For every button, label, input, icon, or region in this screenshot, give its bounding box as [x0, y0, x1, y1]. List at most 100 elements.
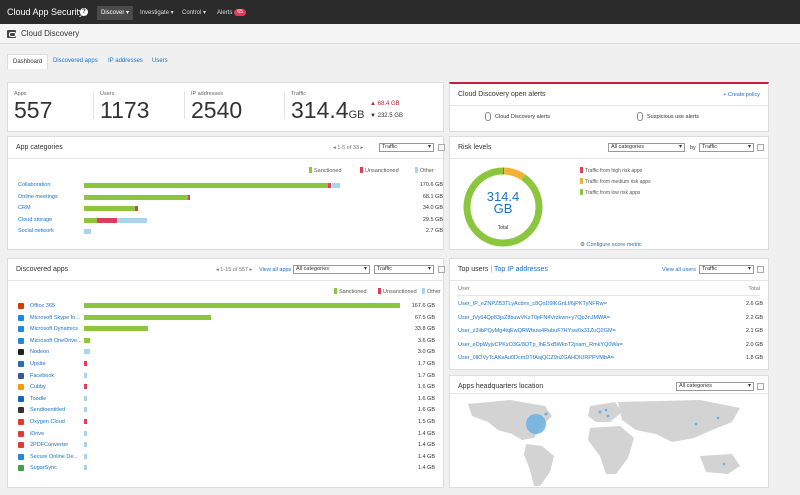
- brand-title[interactable]: Cloud App Security: [7, 7, 84, 17]
- risk-category-select[interactable]: All categories: [608, 143, 685, 152]
- app-row[interactable]: Office 365 167.6 GB: [18, 301, 443, 312]
- app-logo-icon: [18, 395, 24, 402]
- app-row[interactable]: Toodle 1.6 GB: [18, 394, 443, 405]
- app-categories-pager[interactable]: ◂ 1-5 of 33 ▸: [333, 145, 364, 151]
- top-ip-tab[interactable]: Top IP addresses: [493, 266, 548, 273]
- app-row[interactable]: SugarSync 1.4 GB: [18, 463, 443, 474]
- user-row[interactable]: User_z3iibPQyMg4tqEwQRWbuw4RubuF7HYsw0x3…: [458, 326, 763, 338]
- donut-segment[interactable]: [463, 167, 543, 247]
- users-metric-select[interactable]: Traffic: [699, 265, 754, 274]
- map-bubble[interactable]: [544, 412, 548, 416]
- menu-investigate[interactable]: Investigate ▾: [140, 10, 174, 16]
- cd-alerts-item[interactable]: Cloud Discovery alerts: [495, 114, 551, 120]
- app-name[interactable]: Microsoft Skype fo...: [30, 314, 80, 321]
- map-bubble[interactable]: [716, 416, 720, 420]
- app-name[interactable]: Toodle: [30, 395, 47, 402]
- category-name[interactable]: Online meetings: [18, 193, 58, 200]
- expand-button[interactable]: [757, 383, 764, 390]
- user-row[interactable]: User_IP_eZNPZB3TLyAcbnv_c8QoD9lKGnLf/6jP…: [458, 299, 763, 311]
- app-row[interactable]: Secure Online De... 1.4 GB: [18, 452, 443, 463]
- map-bubble[interactable]: [694, 422, 698, 426]
- app-name[interactable]: Microsoft OneDrive...: [30, 337, 82, 344]
- app-row[interactable]: Microsoft Skype fo... 67.5 GB: [18, 313, 443, 324]
- user-name[interactable]: User_0llOVyTcAKsAu0DcmDTfAajQCZ9nZGAHDlU…: [458, 355, 614, 361]
- expand-button[interactable]: [438, 266, 445, 273]
- apps-value[interactable]: 557: [14, 97, 53, 123]
- expand-button[interactable]: [438, 144, 445, 151]
- app-name[interactable]: Nodeon: [30, 349, 50, 356]
- app-row[interactable]: Microsoft OneDrive... 3.6 GB: [18, 336, 443, 347]
- user-total: 1.8 GB: [745, 355, 763, 361]
- category-row[interactable]: Online meetings 68.1 GB: [18, 193, 443, 203]
- category-name[interactable]: CRM: [18, 205, 31, 211]
- app-name[interactable]: Secure Online De...: [30, 453, 78, 460]
- category-name[interactable]: Cloud storage: [18, 216, 53, 223]
- map-bubble[interactable]: [598, 410, 602, 414]
- ip-value[interactable]: 2540: [191, 97, 243, 123]
- hq-category-select[interactable]: All categories: [676, 382, 754, 391]
- discovered-apps-pager[interactable]: ◂ 1-15 of 557 ▸: [216, 267, 253, 273]
- user-name[interactable]: User_eDpWyjvCPKxO3G/8OTp_lhESxBWknT2jnam…: [458, 341, 623, 348]
- app-row[interactable]: Sendtoentitled 1.6 GB: [18, 405, 443, 416]
- view-all-apps-link[interactable]: View all apps: [259, 267, 292, 273]
- expand-button[interactable]: [757, 266, 764, 273]
- app-row[interactable]: 2PDFConverter 1.4 GB: [18, 440, 443, 451]
- help-icon[interactable]: ?: [80, 8, 88, 16]
- tab-discovered-apps[interactable]: Discovered apps: [53, 58, 98, 64]
- user-row[interactable]: User_0llOVyTcAKsAu0DcmDTfAajQCZ9nZGAHDlU…: [458, 353, 763, 365]
- app-name[interactable]: SugarSync: [30, 465, 57, 472]
- app-row[interactable]: Microsoft Dynamics 33.8 GB: [18, 324, 443, 335]
- tab-dashboard[interactable]: Dashboard: [7, 54, 49, 69]
- user-row[interactable]: User_tVy64Qp83jsZ8buwVKzT0pFN4Vrzkwn+y7Q…: [458, 313, 763, 325]
- app-name[interactable]: Cubby: [30, 384, 46, 391]
- category-row[interactable]: Social network 2.7 GB: [18, 227, 443, 237]
- app-row[interactable]: Cubby 1.6 GB: [18, 382, 443, 393]
- app-name[interactable]: Facebook: [30, 372, 55, 379]
- app-name[interactable]: 2PDFConverter: [30, 442, 69, 449]
- category-row[interactable]: Cloud storage 29.5 GB: [18, 216, 443, 226]
- app-name[interactable]: Office 365: [30, 303, 55, 309]
- app-row[interactable]: Nodeon 3.0 GB: [18, 347, 443, 358]
- map-bubble-hq[interactable]: [526, 414, 546, 434]
- users-value[interactable]: 1173: [100, 97, 150, 123]
- menu-control[interactable]: Control ▾: [182, 10, 207, 16]
- app-name[interactable]: Oxygen Cloud: [30, 419, 65, 425]
- app-categories-metric-select[interactable]: Traffic: [379, 143, 434, 152]
- view-all-users-link[interactable]: View all users: [662, 267, 696, 273]
- category-row[interactable]: CRM 34.0 GB: [18, 204, 443, 214]
- map-bubble[interactable]: [722, 462, 726, 466]
- user-row[interactable]: User_eDpWyjvCPKxO3G/8OTp_lhESxBWknT2jnam…: [458, 340, 763, 352]
- tab-users[interactable]: Users: [152, 58, 168, 64]
- user-total: 2.6 GB: [745, 301, 763, 307]
- app-row[interactable]: Oxygen Cloud 1.5 GB: [18, 417, 443, 428]
- configure-score-link[interactable]: ⚙ Configure score metric: [580, 242, 642, 248]
- app-name[interactable]: Microsoft Dynamics: [30, 326, 78, 333]
- menu-alerts[interactable]: Alerts 65: [213, 6, 250, 20]
- app-name[interactable]: Sendtoentitled: [30, 407, 66, 414]
- user-name[interactable]: User_IP_eZNPZB3TLyAcbnv_c8QoD9lKGnLf/6jP…: [458, 301, 607, 307]
- category-row[interactable]: Collaboration 170.6 GB: [18, 181, 443, 191]
- user-name[interactable]: User_tVy64Qp83jsZ8buwVKzT0pFN4Vrzkwn+y7Q…: [458, 314, 610, 321]
- expand-button[interactable]: [757, 144, 764, 151]
- category-name[interactable]: Collaboration: [18, 182, 51, 188]
- app-row[interactable]: iDrive 1.4 GB: [18, 429, 443, 440]
- traffic-unit: GB: [348, 109, 365, 121]
- suspicious-alerts-item[interactable]: Suspicious use alerts: [647, 114, 699, 120]
- tab-ip-addresses[interactable]: IP addresses: [108, 58, 143, 64]
- menu-discover[interactable]: Discover ▾: [97, 6, 134, 20]
- map-bubble[interactable]: [606, 414, 610, 418]
- risk-metric-select[interactable]: Traffic: [699, 143, 754, 152]
- top-users-tab[interactable]: Top users: [458, 266, 489, 273]
- page-title: Cloud Discovery: [21, 29, 80, 38]
- apps-category-select[interactable]: All categories: [293, 265, 370, 274]
- apps-metric-select[interactable]: Traffic: [374, 265, 434, 274]
- category-name[interactable]: Social network: [18, 228, 54, 234]
- app-row[interactable]: Upsite 1.7 GB: [18, 359, 443, 370]
- app-row[interactable]: Facebook 1.7 GB: [18, 371, 443, 382]
- traffic-value[interactable]: 314.4GB: [291, 97, 364, 124]
- create-policy-link[interactable]: + Create policy: [723, 92, 760, 98]
- app-name[interactable]: Upsite: [30, 361, 46, 367]
- app-name[interactable]: iDrive: [30, 430, 45, 437]
- map-bubble[interactable]: [604, 408, 608, 412]
- user-name[interactable]: User_z3iibPQyMg4tqEwQRWbuw4RubuF7HYsw0x3…: [458, 328, 616, 334]
